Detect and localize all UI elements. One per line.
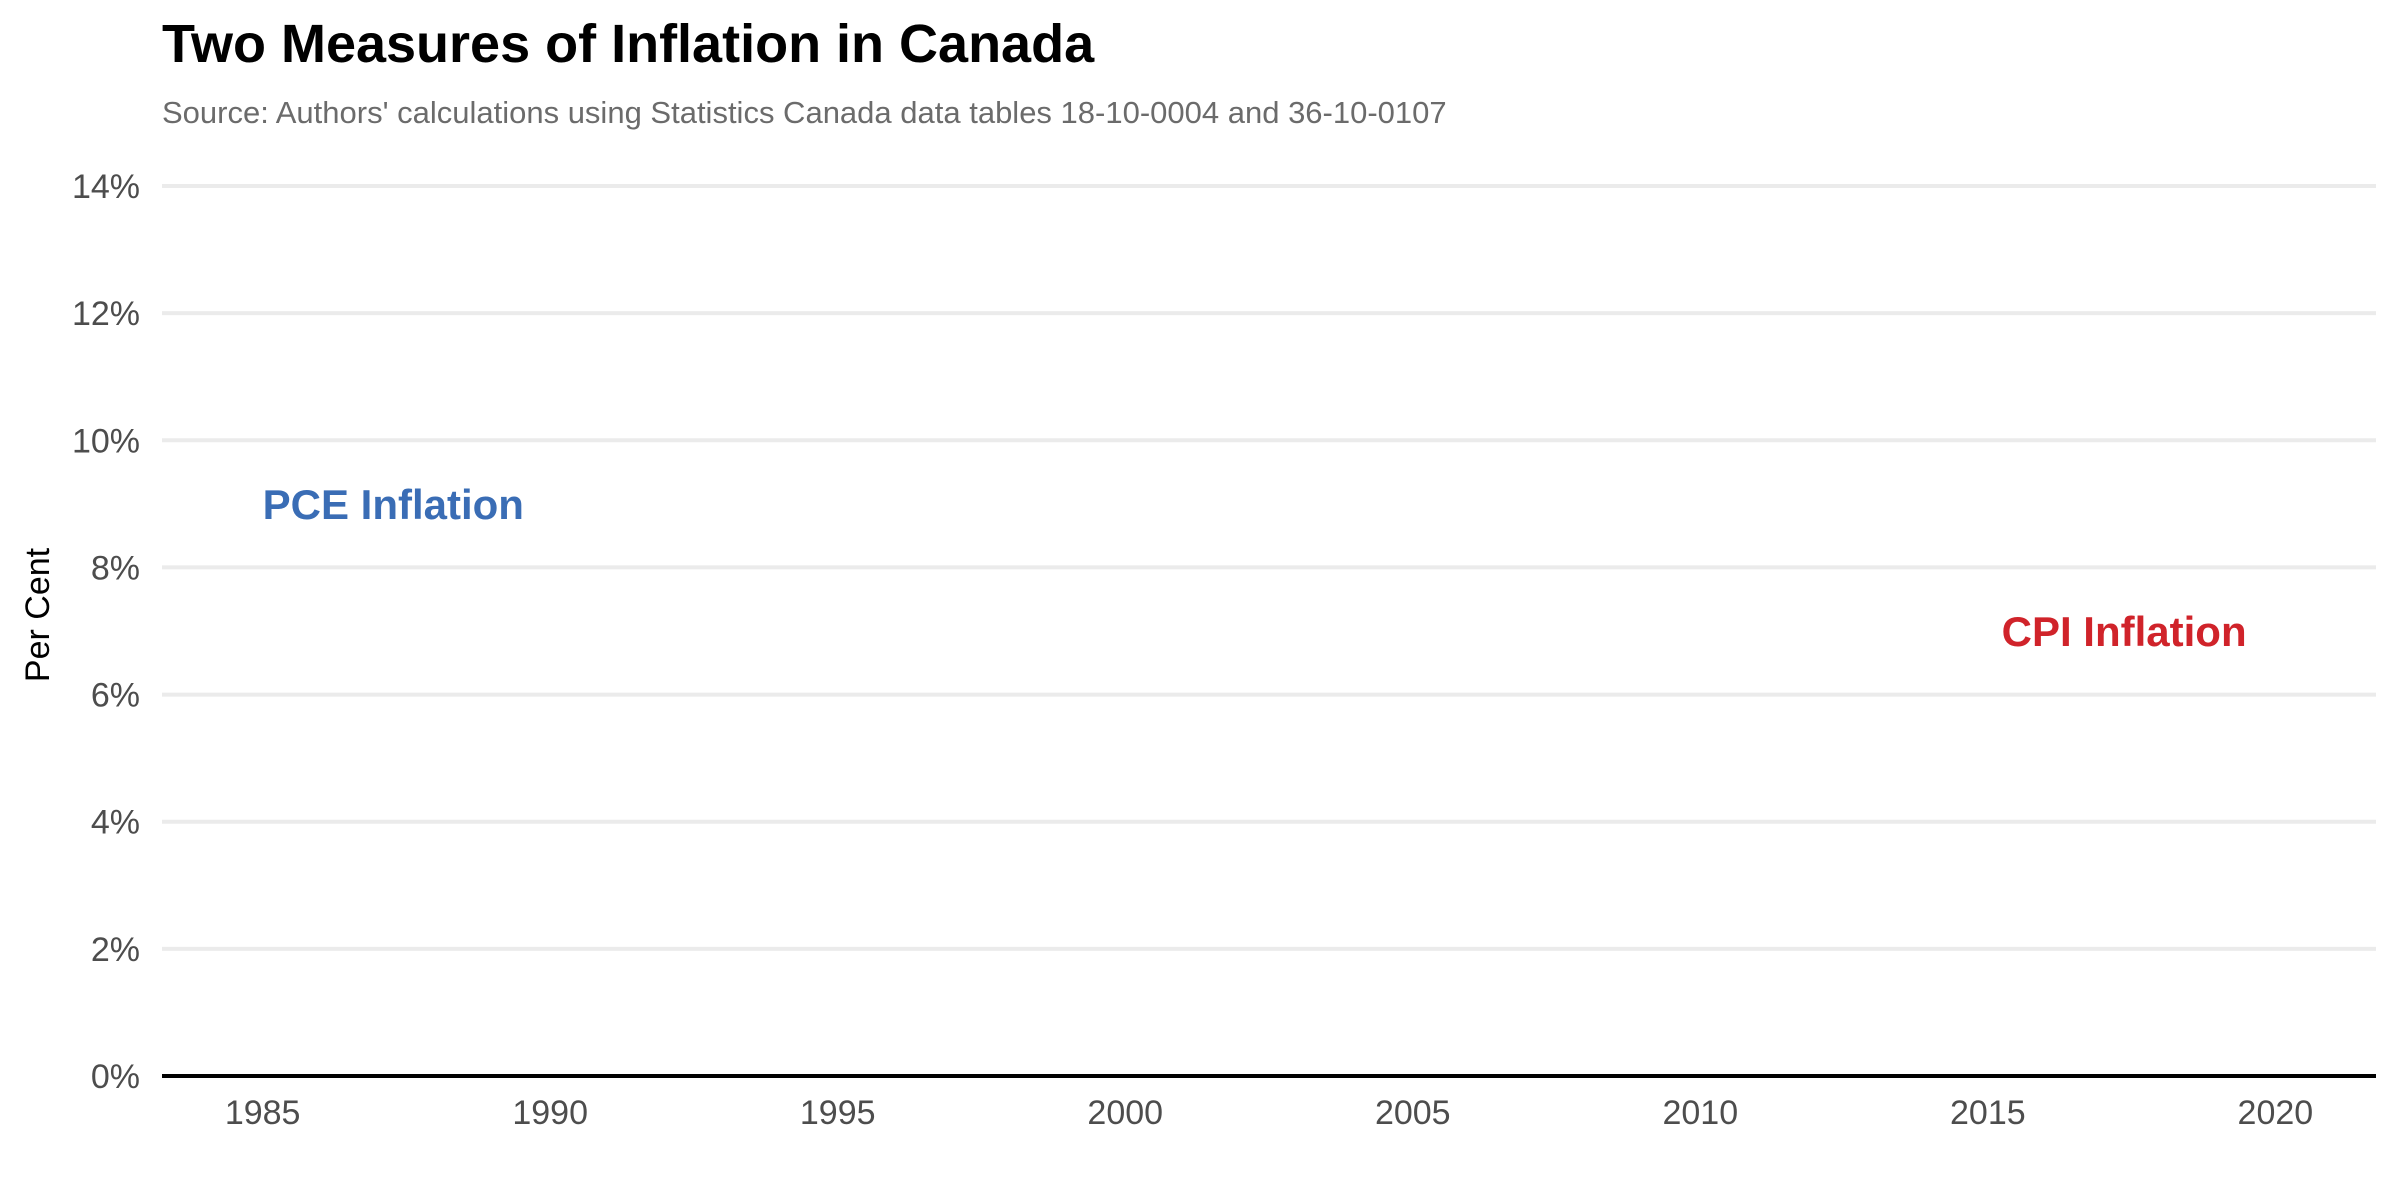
chart-title: Two Measures of Inflation in Canada	[162, 14, 1095, 74]
x-tick-label: 2020	[2238, 1094, 2314, 1132]
x-tick-label: 2010	[1662, 1094, 1738, 1132]
x-tick-label: 1985	[225, 1094, 301, 1132]
x-tick-label: 2000	[1087, 1094, 1163, 1132]
x-tick-label: 2015	[1950, 1094, 2026, 1132]
y-tick-label: 0%	[91, 1058, 140, 1096]
y-tick-label: 8%	[91, 549, 140, 587]
x-tick-label: 1990	[512, 1094, 588, 1132]
y-axis-ticks: 0% 2% 4% 6% 8% 10% 12% 14%	[72, 168, 140, 1096]
y-tick-label: 6%	[91, 677, 140, 715]
y-tick-label: 10%	[72, 422, 140, 460]
x-tick-label: 1995	[800, 1094, 876, 1132]
y-tick-label: 14%	[72, 168, 140, 206]
y-tick-label: 4%	[91, 804, 140, 842]
x-tick-label: 2005	[1375, 1094, 1451, 1132]
y-tick-label: 12%	[72, 295, 140, 333]
series-label: CPI Inflation	[2002, 608, 2247, 655]
x-axis-ticks: 1985 1990 1995 2000 2005 2010 2015 2020	[225, 1094, 2313, 1132]
y-axis-label: Per Cent	[19, 547, 57, 682]
gridlines	[162, 184, 2376, 951]
series-label: PCE Inflation	[263, 481, 524, 528]
series-labels: PCE Inflation CPI Inflation	[263, 481, 2247, 655]
chart-subtitle: Source: Authors' calculations using Stat…	[162, 95, 1447, 130]
y-tick-label: 2%	[91, 931, 140, 969]
